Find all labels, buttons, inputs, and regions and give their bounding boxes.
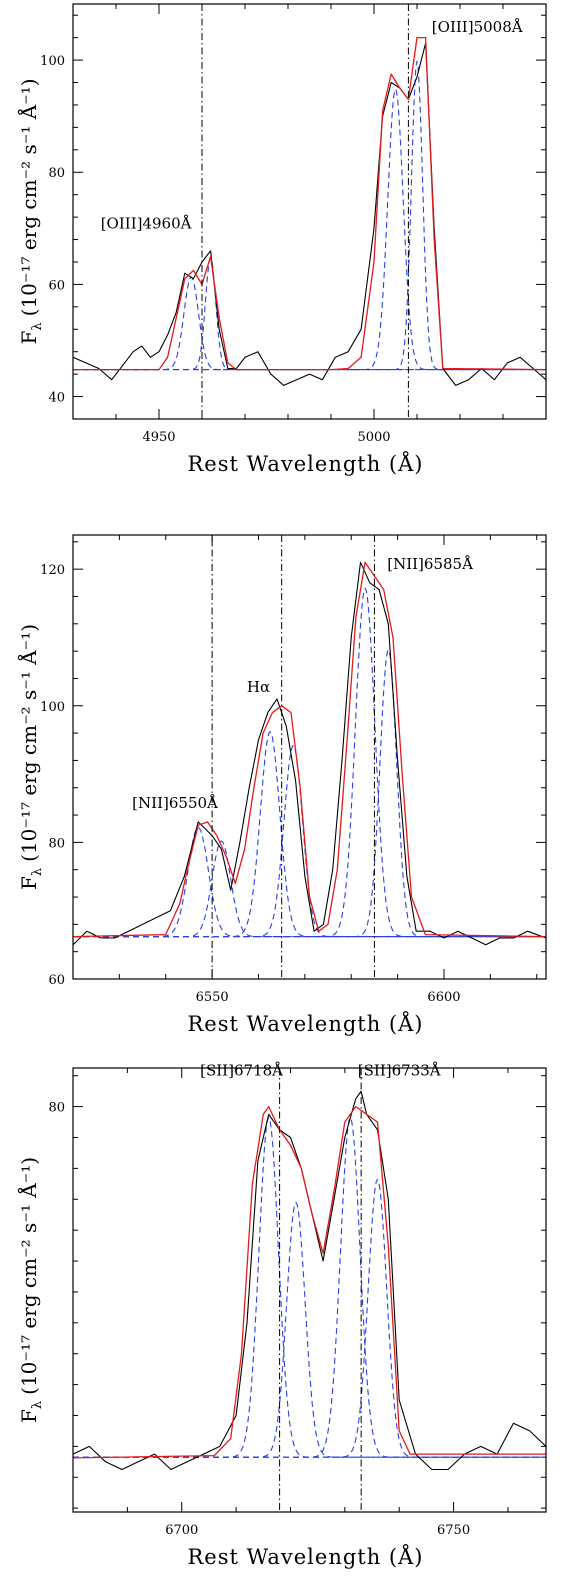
gaussian-component-line bbox=[73, 60, 546, 371]
y-tick-label: 80 bbox=[48, 166, 65, 181]
y-axis-title: Fλ (10⁻¹⁷ erg cm⁻² s⁻¹ Å⁻¹) bbox=[16, 1157, 45, 1423]
panel-oiii: 4950 5000 40 60 80 100 Rest Wavelength (Å) Fλ (1… bbox=[16, 3, 547, 476]
emission-line-label: [SII]6733Å bbox=[358, 1062, 441, 1080]
y-axis-unit: (10⁻¹⁷ erg cm⁻² s⁻¹ Å⁻¹) bbox=[16, 624, 41, 862]
plot-area bbox=[73, 561, 546, 946]
emission-line-label: Hα bbox=[247, 678, 270, 696]
y-axis-subscript: λ bbox=[30, 1401, 45, 1409]
y-axis-symbol: F bbox=[17, 1409, 41, 1423]
plot-area bbox=[73, 36, 546, 386]
plot-frame bbox=[72, 3, 547, 420]
y-axis-symbol: F bbox=[17, 331, 41, 345]
y-axis-title-text: Fλ (10⁻¹⁷ erg cm⁻² s⁻¹ Å⁻¹) bbox=[16, 1157, 45, 1423]
y-axis-subscript: λ bbox=[30, 868, 45, 876]
x-tick-label: 6700 bbox=[165, 1523, 198, 1538]
y-tick-label: 60 bbox=[48, 278, 65, 293]
y-axis-title: Fλ (10⁻¹⁷ erg cm⁻² s⁻¹ Å⁻¹) bbox=[16, 78, 45, 344]
observed-spectrum-line bbox=[73, 1090, 546, 1471]
gaussian-component-line bbox=[73, 1178, 546, 1458]
y-axis-unit: (10⁻¹⁷ erg cm⁻² s⁻¹ Å⁻¹) bbox=[16, 1157, 41, 1395]
y-axis-unit: (10⁻¹⁷ erg cm⁻² s⁻¹ Å⁻¹) bbox=[16, 78, 41, 316]
gaussian-component-line bbox=[73, 276, 546, 371]
gaussian-component-line bbox=[73, 1201, 546, 1458]
gaussian-component-line bbox=[73, 256, 546, 371]
plot-frame bbox=[72, 1067, 547, 1513]
observed-spectrum-line bbox=[73, 561, 546, 946]
plot-frame bbox=[72, 534, 547, 980]
emission-line-label: [OIII]5008Å bbox=[432, 18, 523, 36]
gaussian-component-line bbox=[73, 731, 546, 938]
gaussian-component-line bbox=[73, 587, 546, 938]
model-fit-line bbox=[73, 1105, 546, 1459]
emission-line-label: [NII]6550Å bbox=[132, 794, 218, 812]
gaussian-component-line bbox=[73, 1116, 546, 1458]
x-axis-title: Rest Wavelength (Å) bbox=[187, 1544, 423, 1569]
x-tick-label: 5000 bbox=[357, 430, 390, 445]
y-axis-title: Fλ (10⁻¹⁷ erg cm⁻² s⁻¹ Å⁻¹) bbox=[16, 624, 45, 890]
gaussian-component-line bbox=[73, 1116, 546, 1458]
x-tick-label: 4950 bbox=[142, 430, 175, 445]
model-fit-line bbox=[73, 36, 546, 371]
panel-halpha-nii: 6550 6600 60 80 100 120 Rest Wavelength (Å) Fλ (… bbox=[16, 534, 547, 1036]
y-tick-label: 100 bbox=[40, 54, 65, 69]
y-axis-title-text: Fλ (10⁻¹⁷ erg cm⁻² s⁻¹ Å⁻¹) bbox=[16, 624, 45, 890]
gaussian-component-line bbox=[73, 840, 546, 938]
y-tick-label: 120 bbox=[40, 563, 65, 578]
x-tick-label: 6750 bbox=[437, 1523, 470, 1538]
observed-spectrum-line bbox=[73, 42, 546, 386]
panel-sii: 6700 6750 80 Rest Wavelength (Å) Fλ (10⁻¹⁷ er… bbox=[16, 1062, 547, 1569]
y-axis-symbol: F bbox=[17, 876, 41, 890]
x-axis-title: Rest Wavelength (Å) bbox=[187, 451, 423, 476]
x-tick-label: 6600 bbox=[427, 990, 460, 1005]
emission-line-label: [OIII]4960Å bbox=[101, 214, 192, 232]
model-fit-line bbox=[73, 561, 546, 938]
y-tick-label: 60 bbox=[48, 973, 65, 988]
gaussian-component-line bbox=[73, 826, 546, 938]
x-tick-label: 6550 bbox=[196, 990, 229, 1005]
y-tick-label: 80 bbox=[48, 836, 65, 851]
y-axis-title-text: Fλ (10⁻¹⁷ erg cm⁻² s⁻¹ Å⁻¹) bbox=[16, 78, 45, 344]
emission-line-label: [NII]6585Å bbox=[387, 555, 473, 573]
y-tick-label: 80 bbox=[48, 1101, 65, 1116]
y-tick-label: 40 bbox=[48, 391, 65, 406]
x-axis-title: Rest Wavelength (Å) bbox=[187, 1011, 423, 1036]
y-axis-subscript: λ bbox=[30, 322, 45, 330]
emission-line-label: [SII]6718Å bbox=[200, 1062, 283, 1080]
gaussian-component-line bbox=[73, 744, 546, 938]
y-tick-label: 100 bbox=[40, 700, 65, 715]
plot-area bbox=[73, 1090, 546, 1471]
